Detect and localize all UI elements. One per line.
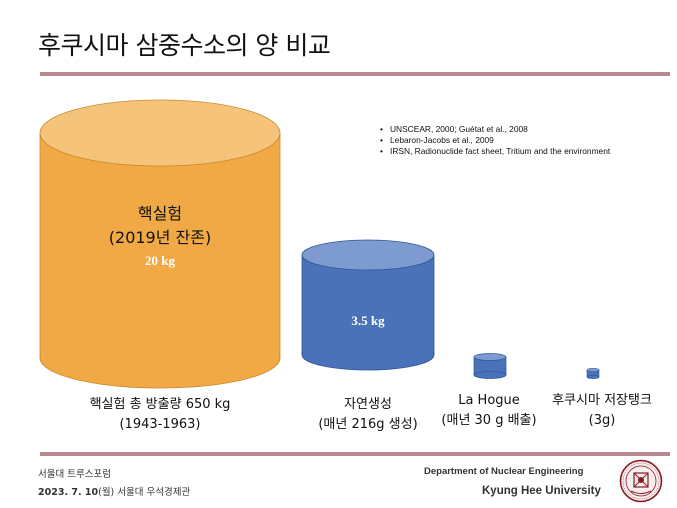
natural-inner-value: 3.5 kg	[351, 313, 385, 328]
footer-divider	[40, 452, 670, 456]
la-hogue-cylinder	[473, 353, 507, 379]
nuclear-test-inner-value: 20 kg	[145, 253, 175, 268]
nuclear-test-caption: 핵실험 총 방출량 650 kg (1943-1963)	[60, 395, 260, 435]
fukushima-tank-cylinder	[586, 368, 600, 379]
nuclear-test-cylinder	[39, 99, 281, 389]
footer-date: 2023. 7. 10(월) 서울대 우석경제관	[38, 484, 190, 498]
caption-line: (매년 216g 생성)	[318, 417, 418, 432]
nuclear-test-inner-label: 핵실험 (2019년 잔존)	[100, 202, 220, 250]
reference-list: UNSCEAR, 2000; Guétat et al., 2008 Lebar…	[380, 124, 610, 157]
caption-line: 후쿠시마 저장탱크	[552, 393, 652, 408]
la-hogue-caption: La Hogue (매년 30 g 배출)	[430, 391, 548, 431]
footer-forum: 서울대 트루스포럼	[38, 469, 111, 480]
footer-department: Department of Nuclear Engineering	[424, 466, 584, 477]
caption-line: (매년 30 g 배출)	[441, 413, 537, 428]
footer-date-rest: (월) 서울대 우석경제관	[98, 487, 191, 498]
natural-caption: 자연생성 (매년 216g 생성)	[300, 395, 436, 435]
caption-line: (3g)	[588, 413, 616, 428]
university-seal-icon	[619, 459, 663, 503]
nuclear-test-inner-title: 핵실험	[137, 204, 183, 223]
natural-production-cylinder	[301, 239, 435, 371]
fukushima-caption: 후쿠시마 저장탱크 (3g)	[540, 391, 664, 431]
caption-line: La Hogue	[458, 393, 520, 408]
title-divider	[40, 72, 670, 76]
reference-item: UNSCEAR, 2000; Guétat et al., 2008	[380, 124, 610, 135]
reference-item: Lebaron-Jacobs et al., 2009	[380, 135, 610, 146]
caption-line: 핵실험 총 방출량 650 kg	[89, 397, 231, 412]
slide-title: 후쿠시마 삼중수소의 양 비교	[38, 31, 331, 60]
reference-item: IRSN, Radionuclide fact sheet, Tritium a…	[380, 146, 610, 157]
caption-line: (1943-1963)	[119, 417, 201, 432]
footer-date-bold: 2023. 7. 10	[38, 487, 99, 498]
footer-university: Kyung Hee University	[482, 485, 601, 497]
nuclear-test-inner-subtitle: (2019년 잔존)	[108, 228, 212, 247]
caption-line: 자연생성	[344, 397, 392, 412]
